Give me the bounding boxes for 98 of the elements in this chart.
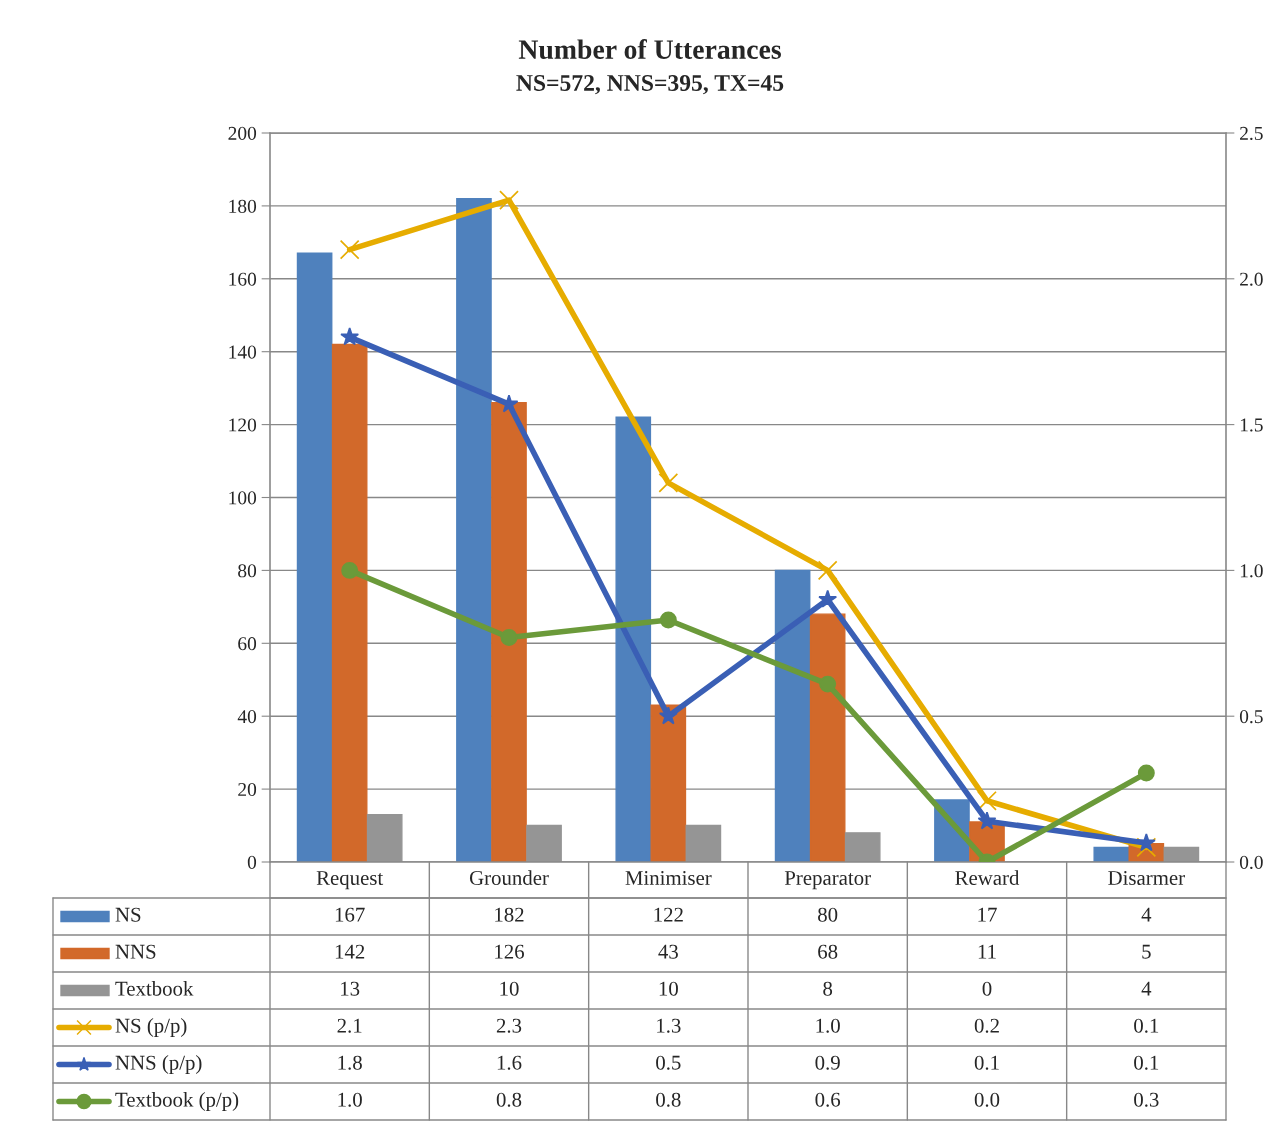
- data-label: 2.1: [337, 1018, 362, 1033]
- point: [1136, 833, 1156, 852]
- x-tick-label: Request: [316, 871, 384, 890]
- point: [817, 560, 838, 581]
- point: [500, 628, 518, 646]
- data-label: 10: [500, 981, 519, 996]
- data-label: 8: [823, 981, 833, 996]
- y-tick-label: 180: [229, 199, 257, 213]
- bar: [296, 252, 333, 862]
- data-label: 13: [341, 981, 360, 996]
- x-tick-label: Minimiser: [625, 870, 712, 885]
- point: [1137, 764, 1155, 782]
- legend-label: NS (p/p): [115, 1018, 187, 1037]
- y-tick-label: 100: [229, 491, 257, 505]
- y-tick-label: 80: [238, 564, 257, 578]
- point: [499, 394, 519, 413]
- point: [1136, 837, 1157, 858]
- data-label: 0.1: [1134, 1055, 1159, 1070]
- point: [819, 675, 837, 693]
- data-label: 126: [495, 944, 524, 959]
- point: [977, 811, 997, 830]
- legend-label: NNS: [115, 944, 156, 959]
- data-label: 0.6: [815, 1092, 841, 1107]
- bar: [491, 402, 527, 862]
- bar: [526, 824, 562, 862]
- y-tick-label: 120: [229, 418, 257, 432]
- data-label: 2.3: [496, 1018, 522, 1033]
- y2-tick-label: 0.5: [1239, 710, 1263, 724]
- legend-label: Textbook (p/p): [115, 1092, 239, 1111]
- point: [977, 790, 997, 811]
- data-label: 0.1: [974, 1055, 999, 1070]
- y2-tick-label: 2.0: [1240, 272, 1263, 286]
- x-tick-label: Preparator: [784, 871, 871, 890]
- y2-tick-label: 1.5: [1240, 418, 1263, 432]
- data-label: 1.0: [816, 1018, 840, 1033]
- bar: [366, 813, 403, 862]
- point: [340, 327, 360, 346]
- point: [499, 190, 519, 210]
- data-label: 0.1: [1134, 1018, 1159, 1033]
- data-label: 80: [818, 907, 838, 922]
- data-label: 122: [654, 907, 683, 922]
- y-tick-label: 200: [228, 126, 257, 140]
- point: [341, 561, 359, 579]
- data-label: 4: [1141, 981, 1152, 996]
- data-label: 0.9: [815, 1055, 840, 1070]
- data-label: 0.2: [974, 1018, 999, 1033]
- legend-label: NS: [115, 907, 141, 922]
- bar: [615, 416, 652, 862]
- data-label: 68: [818, 944, 838, 959]
- data-label: 1.3: [657, 1018, 681, 1033]
- data-label: 5: [1142, 944, 1151, 959]
- point: [659, 611, 677, 629]
- data-label: 17: [978, 907, 997, 922]
- bar: [456, 197, 492, 862]
- point: [658, 473, 679, 493]
- data-label: 0.3: [1134, 1092, 1159, 1107]
- bar: [685, 824, 722, 862]
- legend-label: Textbook: [115, 981, 194, 996]
- x-tick-label: Reward: [955, 870, 1020, 885]
- data-label: 167: [335, 907, 365, 922]
- bar: [650, 704, 687, 862]
- bar: [844, 832, 881, 862]
- y-tick-label: 40: [237, 710, 257, 724]
- data-label: 0.8: [496, 1092, 522, 1107]
- legend-label: NNS (p/p): [115, 1055, 202, 1074]
- chart-title: Number of Utterances: [518, 39, 781, 60]
- y-tick-label: 20: [238, 782, 257, 797]
- bar: [1163, 846, 1200, 862]
- y2-tick-label: 0.0: [1239, 855, 1263, 870]
- data-label: 0: [982, 981, 992, 996]
- bar: [774, 569, 811, 862]
- bar: [809, 613, 846, 862]
- data-label: 0.8: [656, 1092, 681, 1107]
- data-label: 1.6: [497, 1055, 522, 1070]
- y-tick-label: 140: [229, 345, 257, 359]
- data-label: 142: [335, 944, 365, 959]
- data-label: 182: [495, 907, 524, 922]
- data-label: 1.0: [338, 1092, 362, 1107]
- data-label: 0.5: [656, 1055, 681, 1070]
- data-label: 43: [658, 944, 678, 959]
- x-tick-label: Disarmer: [1108, 870, 1185, 885]
- bar: [331, 343, 368, 862]
- bar: [1093, 846, 1130, 862]
- y-tick-label: 0: [247, 855, 257, 869]
- y-tick-label: 60: [238, 637, 257, 651]
- y2-tick-label: 2.5: [1240, 126, 1263, 141]
- data-label: 1.8: [338, 1055, 362, 1070]
- point: [658, 706, 678, 725]
- x-tick-label: Grounder: [469, 870, 549, 885]
- y-tick-label: 160: [229, 272, 257, 286]
- y2-tick-label: 1.0: [1240, 564, 1263, 578]
- data-label: 11: [978, 944, 996, 959]
- point: [339, 239, 360, 260]
- data-label: 10: [659, 981, 678, 996]
- data-label: 4: [1141, 907, 1152, 922]
- point: [818, 589, 838, 608]
- data-label: 0.0: [974, 1092, 1000, 1107]
- chart-subtitle: NS=572, NNS=395, TX=45: [516, 75, 784, 95]
